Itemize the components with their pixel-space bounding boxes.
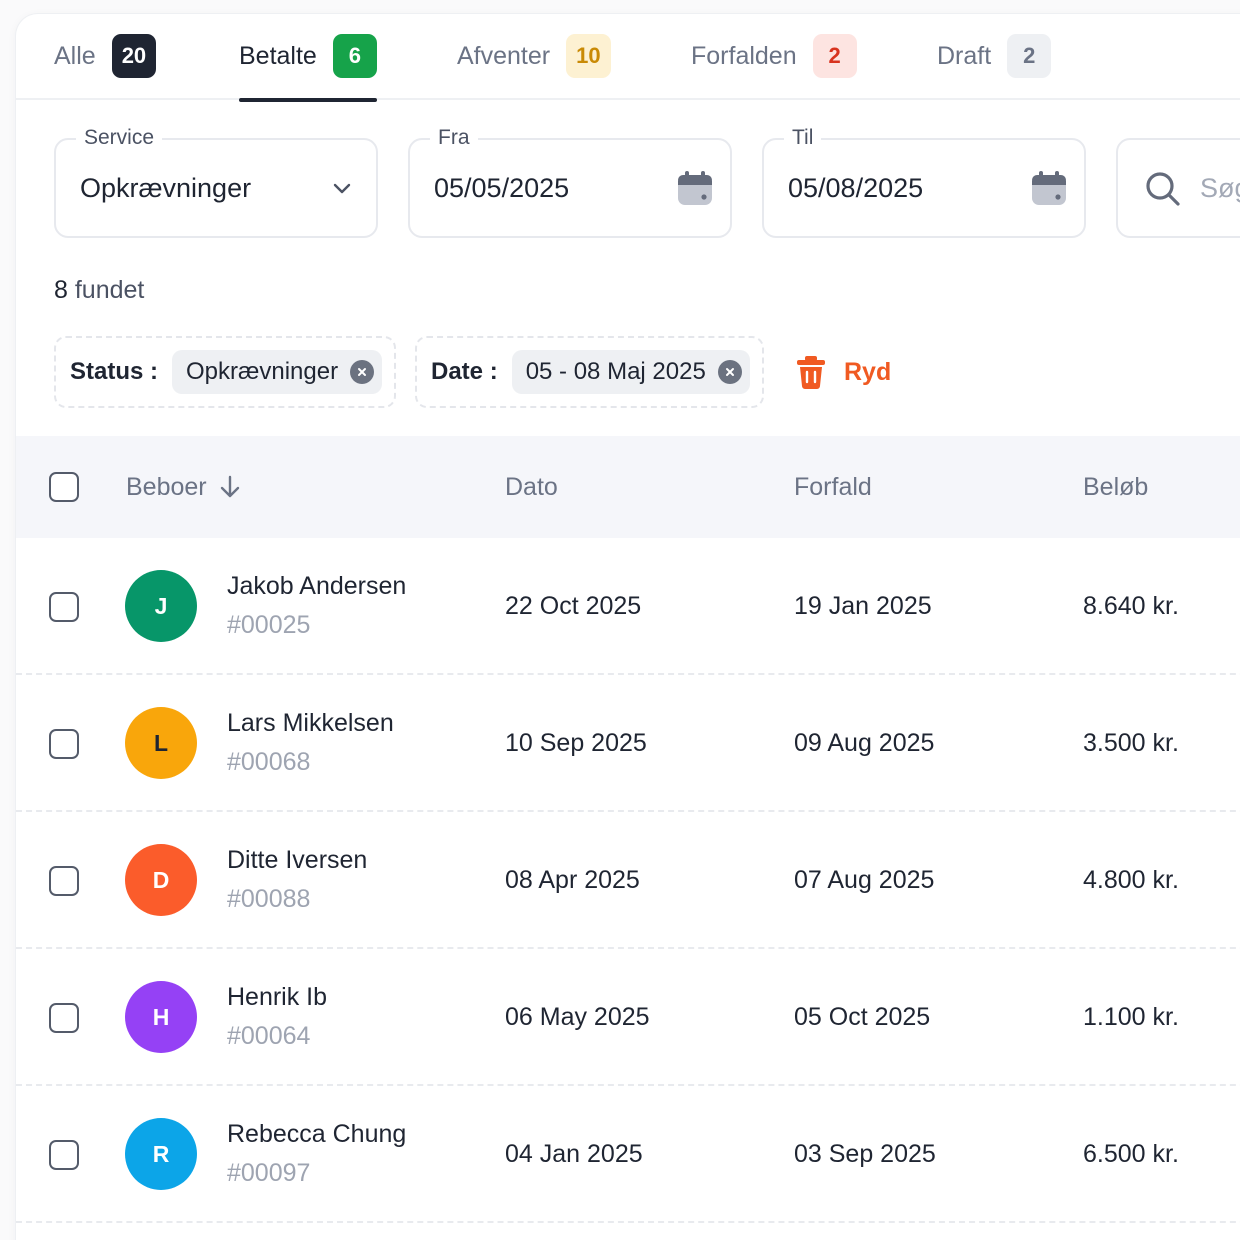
amount-cell: 3.500 kr. bbox=[1083, 729, 1179, 757]
date-filter-value: 05 - 08 Maj 2025 bbox=[525, 358, 706, 385]
table-row[interactable]: R Rebecca Chung #00097 04 Jan 2025 03 Se… bbox=[16, 1086, 1240, 1223]
from-date-label: Fra bbox=[430, 124, 478, 152]
select-all-checkbox[interactable] bbox=[49, 472, 79, 502]
trash-icon bbox=[797, 356, 825, 389]
date-cell: 04 Jan 2025 bbox=[505, 1140, 643, 1168]
tab-label: Afventer bbox=[457, 42, 551, 70]
tab-count-badge: 10 bbox=[566, 34, 611, 78]
clear-filters-button[interactable]: Ryd bbox=[796, 352, 891, 392]
tab-label: Betalte bbox=[239, 42, 317, 70]
chevron-down-icon bbox=[333, 183, 351, 194]
tab-count-badge: 2 bbox=[1007, 34, 1052, 78]
date-filter-key: Date : bbox=[431, 358, 498, 385]
column-header-label: Beboer bbox=[126, 473, 207, 501]
row-checkbox[interactable] bbox=[49, 1140, 79, 1170]
resident-id: #00088 bbox=[227, 885, 311, 913]
clear-filters-label: Ryd bbox=[844, 357, 892, 386]
column-header-resident[interactable]: Beboer bbox=[126, 436, 241, 538]
close-icon[interactable] bbox=[350, 360, 375, 384]
due-cell: 07 Aug 2025 bbox=[794, 866, 935, 894]
service-value: Opkrævninger bbox=[80, 173, 252, 203]
table-row[interactable]: H Henrik Ib #00064 06 May 2025 05 Oct 20… bbox=[16, 949, 1240, 1086]
resident-name: Jakob Andersen bbox=[227, 572, 407, 600]
service-label: Service bbox=[76, 124, 163, 152]
table-row[interactable]: L Lars Mikkelsen #00068 10 Sep 2025 09 A… bbox=[16, 675, 1240, 812]
resident-id: #00064 bbox=[227, 1022, 311, 1050]
tab-forfalden[interactable]: Forfalden 2 bbox=[691, 34, 857, 100]
date-cell: 08 Apr 2025 bbox=[505, 866, 640, 894]
results-count: 8 fundet bbox=[54, 276, 144, 305]
tab-betalte[interactable]: Betalte 6 bbox=[239, 34, 377, 102]
tab-underline bbox=[239, 98, 377, 102]
from-date-value: 05/05/2025 bbox=[434, 173, 570, 203]
results-number: 8 bbox=[54, 276, 68, 304]
table-row[interactable]: D Ditte Iversen #00088 08 Apr 2025 07 Au… bbox=[16, 812, 1240, 949]
date-cell: 10 Sep 2025 bbox=[505, 729, 647, 757]
arrow-down-icon bbox=[220, 475, 239, 498]
status-filter-key: Status : bbox=[70, 358, 159, 385]
date-cell: 06 May 2025 bbox=[505, 1003, 650, 1031]
amount-cell: 8.640 kr. bbox=[1083, 592, 1179, 620]
tab-afventer[interactable]: Afventer 10 bbox=[457, 34, 611, 100]
search-icon bbox=[1146, 172, 1180, 206]
to-date-field[interactable]: Til 05/08/2025 bbox=[762, 124, 1086, 238]
avatar: H bbox=[125, 981, 197, 1053]
tab-count-badge: 6 bbox=[332, 34, 377, 78]
column-header-due[interactable]: Forfald bbox=[794, 473, 872, 501]
due-cell: 19 Jan 2025 bbox=[794, 592, 932, 620]
calendar-icon[interactable] bbox=[1030, 170, 1068, 208]
table-row[interactable]: J Jakob Andersen #00025 22 Oct 2025 19 J… bbox=[16, 538, 1240, 675]
search-input[interactable]: Søg bbox=[1116, 138, 1240, 238]
status-filter-group: Status : Opkrævninger bbox=[54, 336, 397, 408]
invoices-card: Alle 20 Betalte 6 Afventer 10 Forfalden … bbox=[16, 14, 1240, 1240]
row-checkbox[interactable] bbox=[49, 1003, 79, 1033]
avatar: J bbox=[125, 570, 197, 642]
row-checkbox[interactable] bbox=[49, 866, 79, 896]
amount-cell: 4.800 kr. bbox=[1083, 866, 1179, 894]
to-date-value: 05/08/2025 bbox=[788, 173, 924, 203]
resident-name: Ditte Iversen bbox=[227, 846, 368, 874]
resident-id: #00097 bbox=[227, 1159, 311, 1187]
due-cell: 09 Aug 2025 bbox=[794, 729, 935, 757]
amount-cell: 6.500 kr. bbox=[1083, 1140, 1179, 1168]
row-checkbox[interactable] bbox=[49, 729, 79, 759]
status-filter-value: Opkrævninger bbox=[186, 358, 339, 385]
tab-alle[interactable]: Alle 20 bbox=[54, 34, 157, 100]
tab-label: Alle bbox=[54, 42, 96, 70]
column-header-amount[interactable]: Beløb bbox=[1083, 473, 1149, 501]
search-placeholder: Søg bbox=[1200, 173, 1240, 203]
date-cell: 22 Oct 2025 bbox=[505, 592, 642, 620]
calendar-icon[interactable] bbox=[676, 170, 714, 208]
resident-name: Henrik Ib bbox=[227, 983, 328, 1011]
avatar: L bbox=[125, 707, 197, 779]
from-date-field[interactable]: Fra 05/05/2025 bbox=[408, 124, 732, 238]
date-filter-group: Date : 05 - 08 Maj 2025 bbox=[415, 336, 764, 408]
to-date-label: Til bbox=[784, 124, 822, 152]
column-header-date[interactable]: Dato bbox=[505, 473, 558, 501]
results-suffix: fundet bbox=[67, 276, 145, 304]
due-cell: 05 Oct 2025 bbox=[794, 1003, 931, 1031]
status-tabs: Alle 20 Betalte 6 Afventer 10 Forfalden … bbox=[16, 14, 1240, 102]
table-header: Beboer Dato Forfald Beløb bbox=[16, 436, 1240, 538]
tab-label: Draft bbox=[937, 42, 992, 70]
tab-label: Forfalden bbox=[691, 42, 797, 70]
due-cell: 03 Sep 2025 bbox=[794, 1140, 936, 1168]
date-filter-chip: 05 - 08 Maj 2025 bbox=[511, 350, 750, 394]
tab-draft[interactable]: Draft 2 bbox=[937, 34, 1052, 100]
resident-name: Rebecca Chung bbox=[227, 1120, 407, 1148]
row-checkbox[interactable] bbox=[49, 592, 79, 622]
tab-count-badge: 2 bbox=[812, 34, 857, 78]
close-icon[interactable] bbox=[717, 360, 742, 384]
status-filter-chip: Opkrævninger bbox=[172, 350, 383, 394]
resident-id: #00068 bbox=[227, 748, 311, 776]
avatar: R bbox=[125, 1118, 197, 1190]
resident-name: Lars Mikkelsen bbox=[227, 709, 394, 737]
tab-count-badge: 20 bbox=[111, 34, 157, 78]
avatar: D bbox=[125, 844, 197, 916]
service-select[interactable]: Service Opkrævninger bbox=[54, 124, 378, 238]
amount-cell: 1.100 kr. bbox=[1083, 1003, 1179, 1031]
resident-id: #00025 bbox=[227, 611, 311, 639]
